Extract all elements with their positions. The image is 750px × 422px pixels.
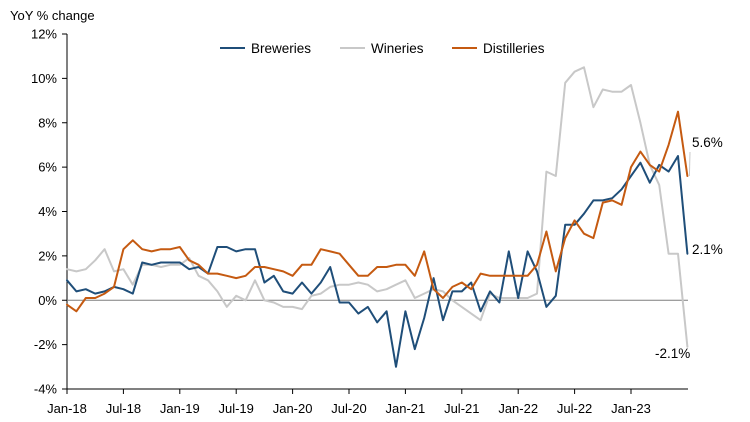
x-tick-label: Jan-22 (498, 401, 538, 416)
end-label-distilleries: 5.6% (692, 135, 723, 150)
x-tick-label: Jul-20 (331, 401, 366, 416)
series-line-breweries (66, 155, 689, 368)
y-tick-label: -2% (34, 337, 58, 352)
series-group (66, 66, 689, 368)
x-tick-label: Jan-18 (47, 401, 87, 416)
y-tick-label: 8% (38, 115, 57, 130)
series-line-wineries (66, 66, 689, 348)
y-tick-label: 4% (38, 204, 57, 219)
axes: -4% -2% 0% 2% 4% 6% 8% 10% 12% Jan-18 Jul-18 Jan-19… (31, 27, 688, 416)
legend-label-distilleries: Distilleries (483, 41, 545, 56)
y-tick-label: 0% (38, 293, 57, 308)
x-tick-label: Jul-21 (444, 401, 479, 416)
y-tick-label: 6% (38, 160, 57, 175)
y-tick-label: -4% (34, 382, 58, 397)
end-label-wineries: -2.1% (655, 346, 690, 361)
x-tick-label: Jan-19 (160, 401, 200, 416)
end-labels: 2.1% -2.1% 5.6% (655, 135, 723, 361)
x-tick-label: Jul-19 (218, 401, 253, 416)
end-label-leaders (688, 151, 691, 177)
end-label-leader-distilleries (688, 151, 691, 177)
y-axis-label: YoY % change (10, 8, 95, 23)
y-tick-label: 10% (31, 71, 57, 86)
legend: Breweries Wineries Distilleries (220, 41, 545, 56)
x-tick-label: Jul-18 (106, 401, 141, 416)
x-tick-label: Jan-21 (386, 401, 426, 416)
legend-label-wineries: Wineries (371, 41, 424, 56)
series-line-distilleries (66, 110, 689, 313)
end-label-breweries: 2.1% (692, 242, 723, 257)
x-tick-label: Jul-22 (557, 401, 592, 416)
y-tick-label: 12% (31, 27, 57, 42)
y-tick-label: 2% (38, 248, 57, 263)
x-tick-label: Jan-23 (611, 401, 651, 416)
x-tick-label: Jan-20 (273, 401, 313, 416)
legend-label-breweries: Breweries (251, 41, 311, 56)
